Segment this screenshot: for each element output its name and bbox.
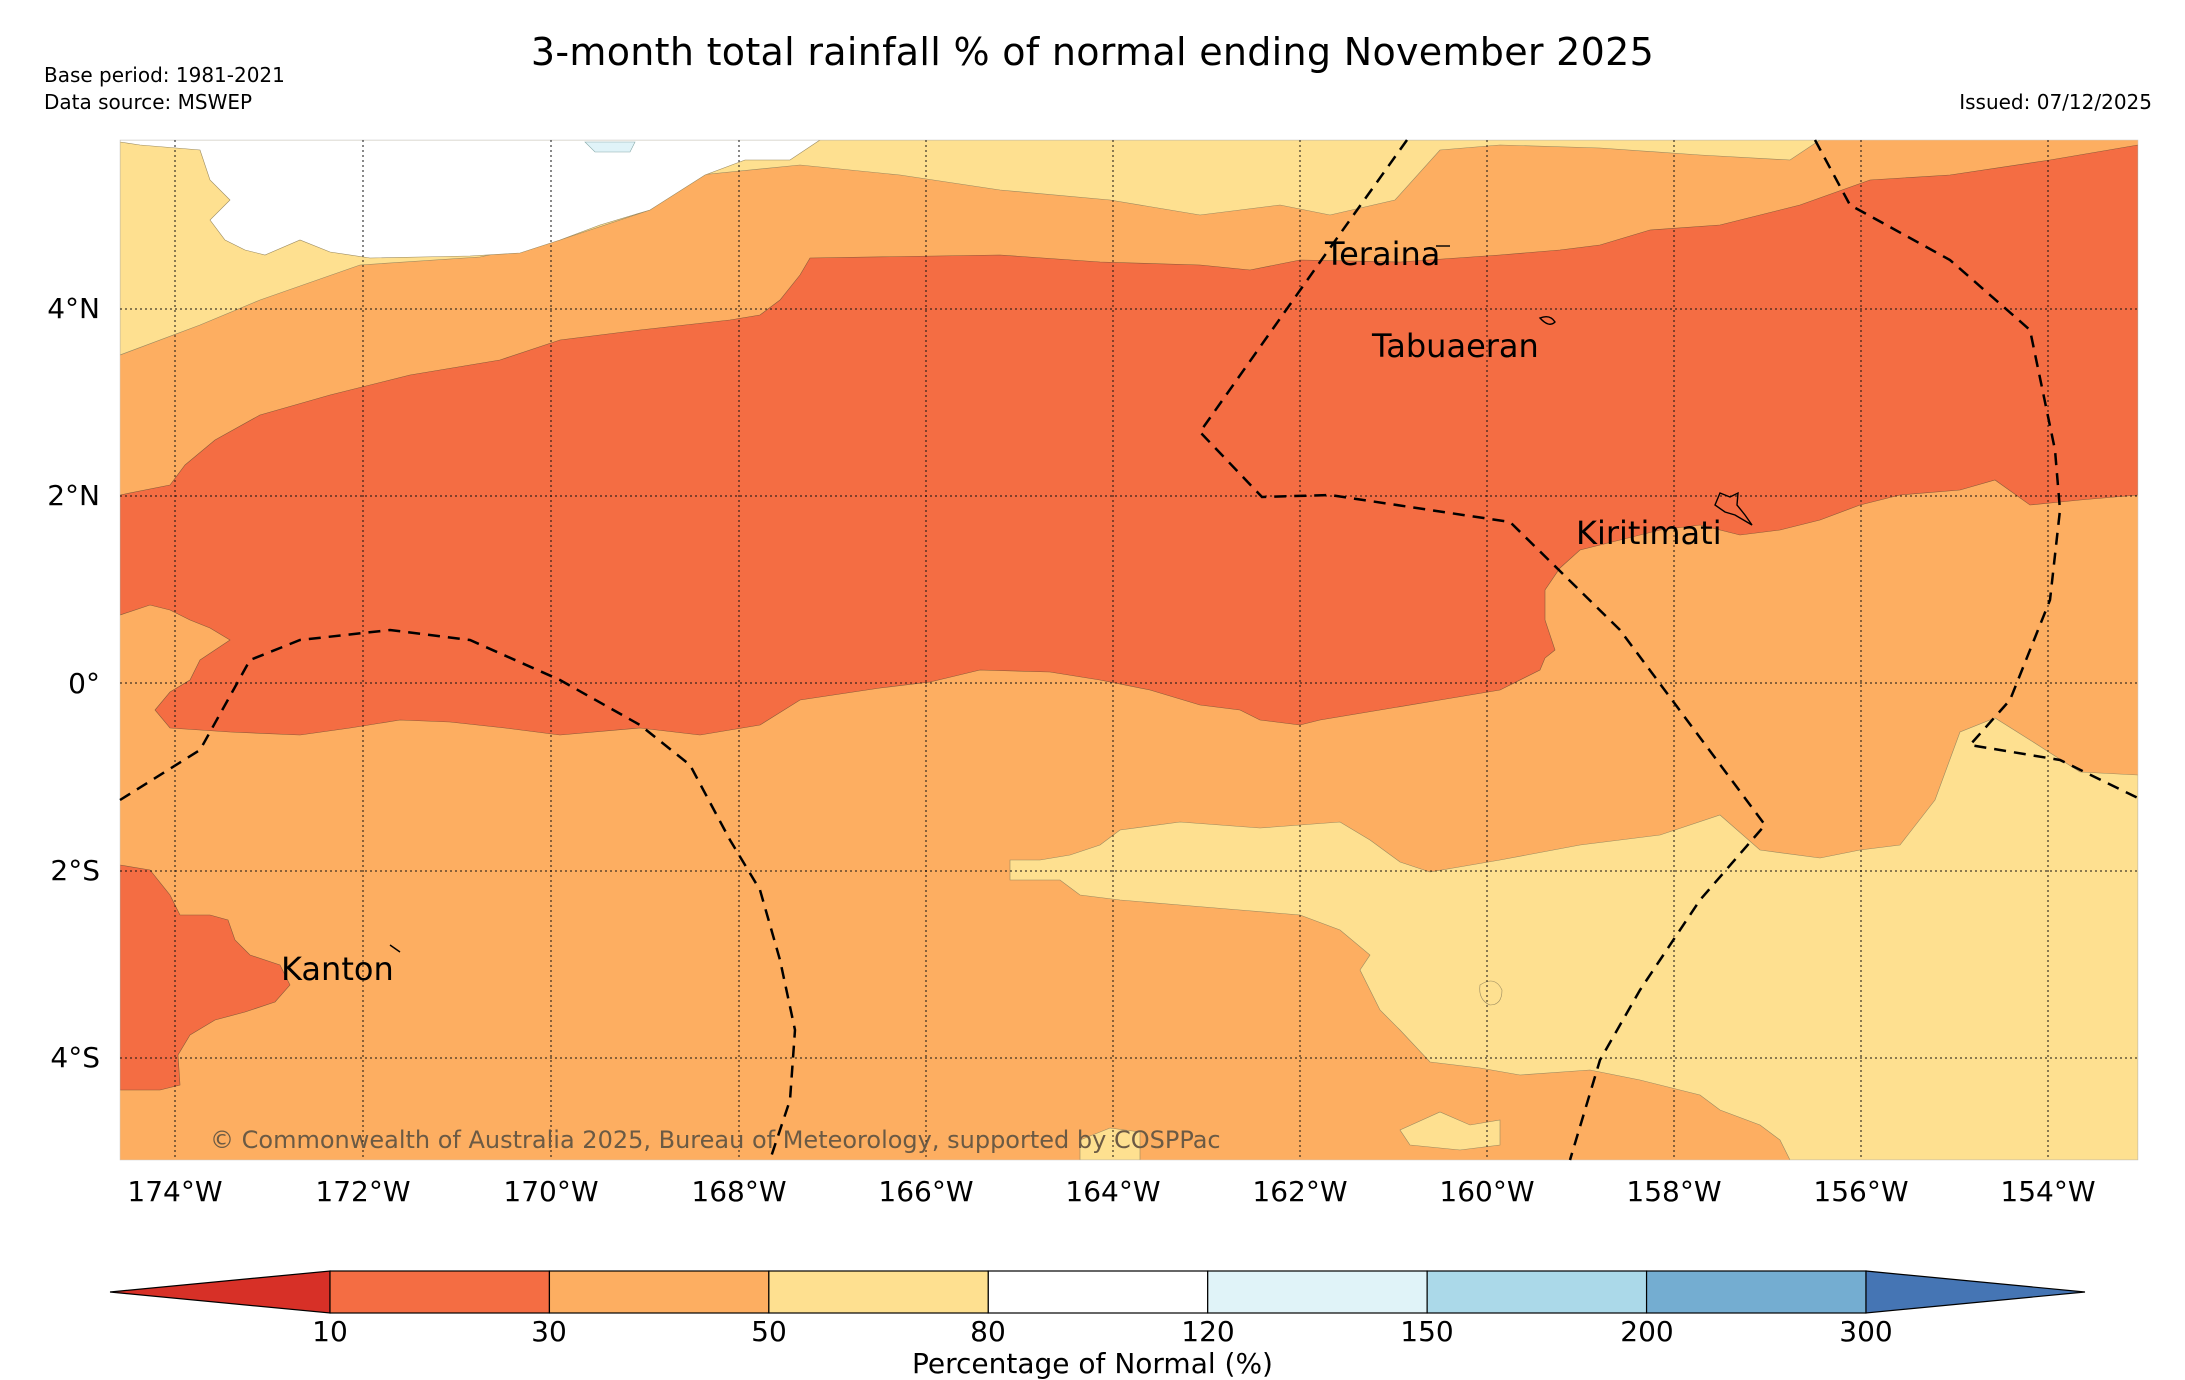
lat-label-4s: 4°S [50, 1041, 100, 1074]
lon-label-162w: 162°W [1252, 1175, 1348, 1208]
map-title: 3-month total rainfall % of normal endin… [530, 30, 1655, 74]
gridlines [120, 140, 2138, 1160]
tabuaeran-outline [1538, 315, 1556, 325]
colorbar-segment [1645, 1270, 1867, 1314]
colorbar-tick-80: 80 [970, 1315, 1006, 1348]
colorbar-tick-200: 200 [1620, 1315, 1674, 1348]
lon-label-174w: 174°W [127, 1175, 223, 1208]
eez-boundaries [119, 139, 2139, 1161]
colorbar-tick-120: 120 [1181, 1315, 1235, 1348]
colorbar-tick-30: 30 [531, 1315, 567, 1348]
colorbar-extend-low [109, 1270, 331, 1314]
lon-label-172w: 172°W [315, 1175, 411, 1208]
colorbar-tick-300: 300 [1839, 1315, 1893, 1348]
colorbar-tick-50: 50 [751, 1315, 787, 1348]
kanton-outline [389, 944, 401, 953]
island-label-tabuaeran: Tabuaeran [1372, 327, 1539, 365]
island-outlines [389, 245, 1753, 953]
colorbar-segment [1207, 1270, 1428, 1314]
lon-label-170w: 170°W [503, 1175, 599, 1208]
lat-label-2s: 2°S [50, 854, 100, 887]
region-50-80-small-2 [1399, 1111, 1501, 1151]
region-120-150-north [584, 141, 636, 153]
colorbar-segment [768, 1270, 989, 1314]
kiritimati-outline [1714, 491, 1753, 526]
lon-label-168w: 168°W [691, 1175, 787, 1208]
colorbar-segments [109, 1270, 2086, 1314]
map-frame [119, 139, 2139, 1161]
colorbar-tick-10: 10 [312, 1315, 348, 1348]
region-50-80-small-1 [1479, 980, 1503, 1006]
colorbar-label: Percentage of Normal (%) [912, 1347, 1273, 1380]
colorbar-segment [987, 1270, 1209, 1314]
base-period: Base period: 1981-2021 [44, 63, 285, 87]
region-10-30-main [120, 144, 2138, 736]
copyright-notice: © Commonwealth of Australia 2025, Bureau… [210, 1126, 1221, 1154]
colorbar-segment [1426, 1270, 1648, 1314]
colorbar-extend-high [1865, 1270, 2086, 1314]
lat-label-0: 0° [68, 667, 100, 700]
region-80-120-north [120, 140, 821, 259]
lat-label-2n: 2°N [47, 479, 100, 512]
issued-date: Issued: 07/12/2025 [1959, 90, 2152, 114]
data-source: Data source: MSWEP [44, 90, 253, 114]
lon-label-166w: 166°W [878, 1175, 974, 1208]
lat-label-4n: 4°N [47, 292, 100, 325]
meta-info: Base period: 1981-2021 Data source: MSWE… [44, 62, 285, 116]
lon-label-158w: 158°W [1626, 1175, 1722, 1208]
lon-label-156w: 156°W [1813, 1175, 1909, 1208]
colorbar-segment [548, 1270, 770, 1314]
island-label-teraina: Teraina [1325, 235, 1441, 273]
colorbar-segment [329, 1270, 551, 1314]
lon-label-154w: 154°W [2000, 1175, 2096, 1208]
region-50-80-small-3 [1079, 1127, 1141, 1160]
region-50-80-south [1009, 717, 2138, 1160]
region-10-30-kanton [120, 864, 291, 1091]
lon-label-164w: 164°W [1065, 1175, 1161, 1208]
island-label-kanton: Kanton [281, 950, 394, 988]
colorbar-tick-150: 150 [1400, 1315, 1454, 1348]
rainfall-field [120, 140, 2138, 1160]
island-label-kiritimati: Kiritimati [1576, 514, 1722, 552]
lon-label-160w: 160°W [1439, 1175, 1535, 1208]
